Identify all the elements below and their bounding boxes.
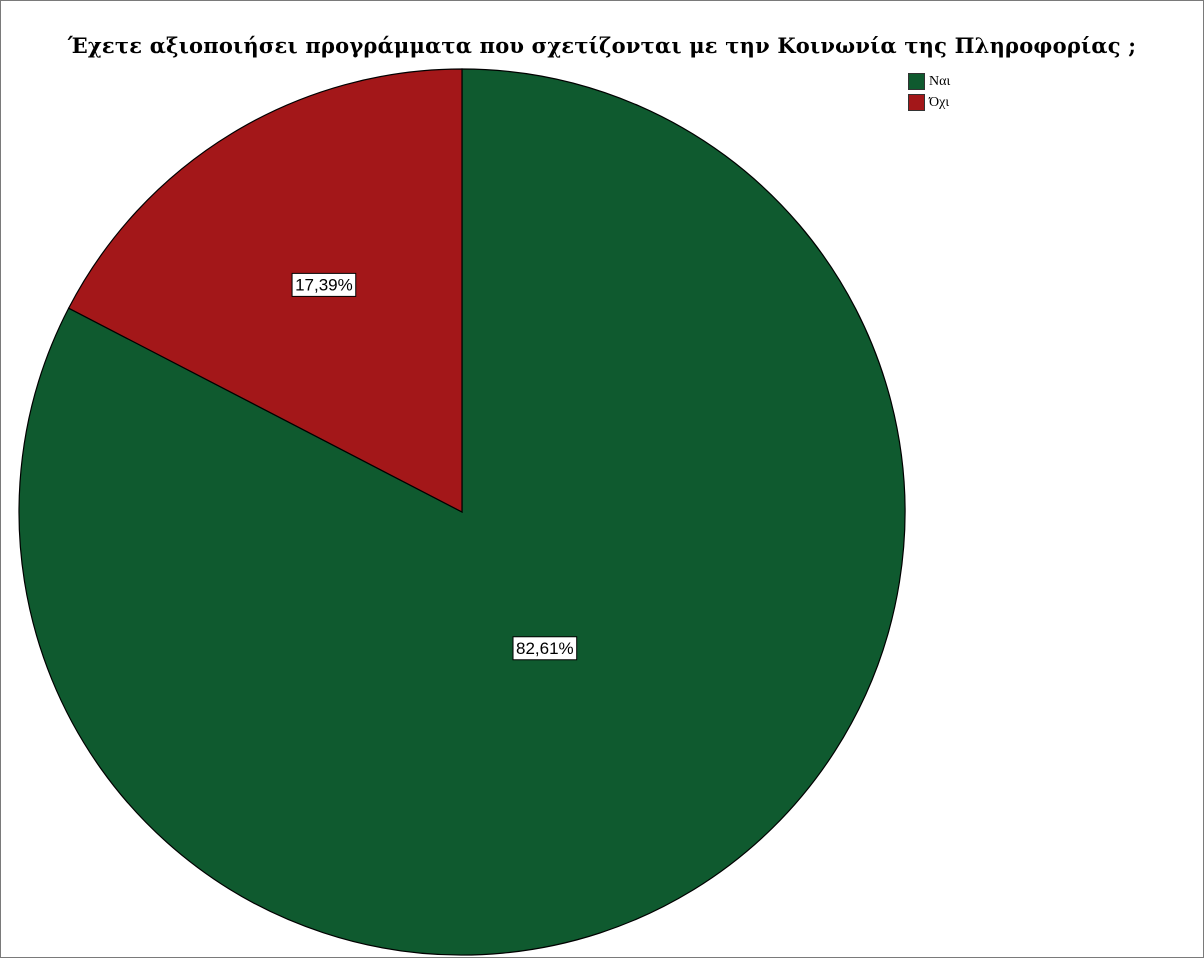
slice-ochi [67,68,463,513]
legend-item-nai: Ναι [908,71,950,92]
svg-text:17,39%: 17,39% [295,275,353,294]
legend-label-nai: Ναι [929,73,951,89]
svg-text:82,61%: 82,61% [516,639,574,658]
legend-swatch-ochi [908,94,925,111]
legend: Ναι Όχι [908,71,950,113]
data-label-nai: 82,61% [512,636,578,661]
legend-label-ochi: Όχι [929,94,950,110]
legend-swatch-nai [908,73,925,90]
legend-item-ochi: Όχι [908,92,950,113]
chart-title: Έχετε αξιοποιήσει προγράμματα που σχετίζ… [67,33,1137,58]
data-label-ochi: 17,39% [291,272,357,297]
